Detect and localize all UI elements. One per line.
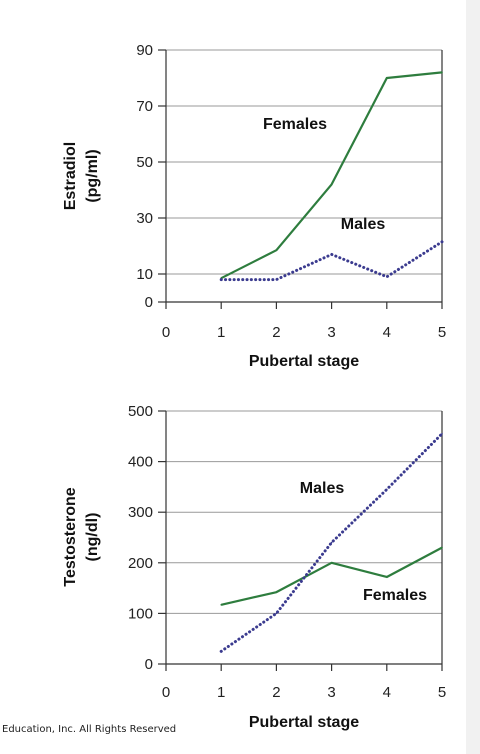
testosterone-y-tick-label: 400 xyxy=(128,454,153,471)
estradiol-x-tick-label: 4 xyxy=(383,324,391,341)
testosterone-y-tick-label: 0 xyxy=(145,656,153,673)
estradiol-x-axis-title: Pubertal stage xyxy=(249,353,359,370)
estradiol-x-tick-label: 3 xyxy=(327,324,335,341)
estradiol-females-point xyxy=(330,183,333,186)
estradiol-y-tick-label: 10 xyxy=(136,266,153,283)
testosterone-females-point xyxy=(330,562,333,564)
copyright-notice: Education, Inc. All Rights Reserved xyxy=(2,724,177,735)
testosterone-females-point xyxy=(275,591,278,593)
estradiol-males-point xyxy=(220,278,222,281)
testosterone-males-point xyxy=(386,488,388,491)
testosterone-females-point xyxy=(386,576,388,578)
estradiol-y-tick-label: 70 xyxy=(136,98,153,115)
estradiol-x-tick-label: 5 xyxy=(438,324,446,341)
testosterone-females-point xyxy=(220,603,222,606)
estradiol-x-tick-label: 1 xyxy=(217,324,225,341)
estradiol-y-tick-label: 0 xyxy=(145,294,153,311)
testosterone-y-tick-label: 500 xyxy=(128,403,153,420)
estradiol-males-point xyxy=(386,276,388,278)
testosterone-males-point xyxy=(275,612,278,615)
estradiol-males-point xyxy=(275,278,278,281)
testosterone-males-point xyxy=(220,650,222,653)
testosterone-x-tick-label: 4 xyxy=(383,684,391,701)
testosterone-males-point xyxy=(330,541,333,544)
estradiol-y-axis-title: Estradiol xyxy=(62,142,79,210)
estradiol-y-tick-label: 50 xyxy=(136,154,153,171)
estradiol-males-point xyxy=(441,241,443,243)
estradiol-females-line xyxy=(220,71,443,280)
testosterone-y-tick-label: 200 xyxy=(128,555,153,572)
estradiol-x-tick-label: 0 xyxy=(162,324,170,341)
estradiol-chart: 0 10 30 50 70 90 0 1 2 3 4 5 Pubertal stage Estradiol… xyxy=(62,42,446,370)
testosterone-y-tick-label: 100 xyxy=(128,605,153,622)
testosterone-females-point xyxy=(441,546,443,549)
estradiol-females-series-label: Females xyxy=(263,116,327,133)
testosterone-males-series-label: Males xyxy=(300,480,345,497)
testosterone-x-tick-label: 3 xyxy=(327,684,335,701)
estradiol-males-point xyxy=(330,253,333,256)
testosterone-x-axis-title: Pubertal stage xyxy=(249,714,359,731)
estradiol-y-axis-unit: (pg/ml) xyxy=(84,149,101,202)
estradiol-females-point xyxy=(386,77,388,79)
estradiol-females-point xyxy=(275,249,278,251)
testosterone-y-axis-unit: (ng/dl) xyxy=(84,513,101,562)
page-edge-strip xyxy=(466,0,480,754)
estradiol-y-tick-label: 90 xyxy=(136,42,153,59)
testosterone-females-series-label: Females xyxy=(363,587,427,604)
estradiol-x-tick-label: 2 xyxy=(272,324,280,341)
estradiol-males-series-label: Males xyxy=(341,216,386,233)
testosterone-y-axis-title: Testosterone xyxy=(62,487,79,586)
testosterone-x-tick-label: 1 xyxy=(217,684,225,701)
testosterone-males-line xyxy=(219,432,444,653)
testosterone-x-tick-label: 0 xyxy=(162,684,170,701)
testosterone-x-tick-label: 2 xyxy=(272,684,280,701)
testosterone-chart: 0 100 200 300 400 500 0 1 2 3 4 5 Pubertal stage Test… xyxy=(62,403,446,731)
testosterone-males-point xyxy=(441,432,443,435)
testosterone-x-tick-label: 5 xyxy=(438,684,446,701)
testosterone-y-tick-label: 300 xyxy=(128,504,153,521)
estradiol-y-tick-label: 30 xyxy=(136,210,153,227)
estradiol-females-point xyxy=(441,71,443,74)
